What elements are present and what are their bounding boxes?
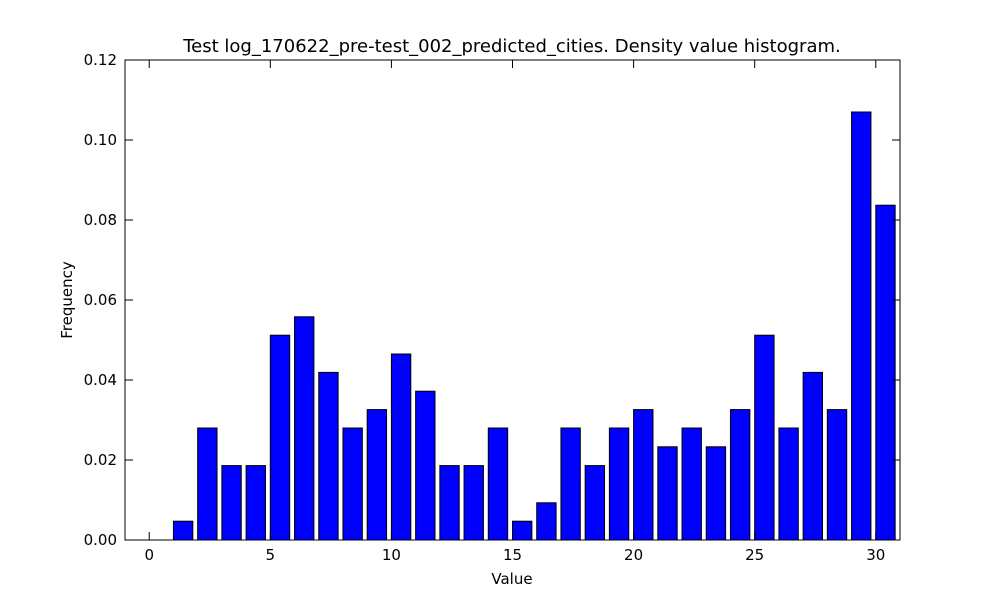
y-axis-ticks: 0.00 0.02 0.04 0.06 0.08 0.10 0.12 xyxy=(84,51,900,549)
x-axis-ticks: 0 5 10 15 20 25 30 xyxy=(144,60,885,564)
y-tick-label: 0.12 xyxy=(84,51,117,69)
bar xyxy=(633,409,654,541)
bar xyxy=(366,409,388,541)
bar xyxy=(512,520,533,541)
bar xyxy=(705,446,727,541)
bar xyxy=(439,465,460,541)
bar xyxy=(172,520,194,541)
bar xyxy=(729,409,751,541)
y-axis-label: Frequency xyxy=(58,261,76,339)
x-axis-label: Value xyxy=(491,570,532,588)
bar xyxy=(318,371,339,541)
bar xyxy=(269,334,291,541)
y-tick-label: 0.02 xyxy=(84,451,117,469)
bars-group xyxy=(172,111,896,541)
bar xyxy=(536,502,557,541)
y-tick-label: 0.00 xyxy=(84,531,117,549)
y-tick-label: 0.10 xyxy=(84,131,117,149)
x-tick-label: 20 xyxy=(624,546,643,564)
bar xyxy=(754,334,775,541)
bar xyxy=(608,427,630,541)
bar xyxy=(875,204,896,541)
x-tick-label: 15 xyxy=(503,546,522,564)
bar xyxy=(584,465,606,541)
bar xyxy=(342,427,363,541)
x-tick-label: 25 xyxy=(745,546,764,564)
bar xyxy=(197,427,218,541)
x-tick-label: 0 xyxy=(144,546,154,564)
x-tick-label: 30 xyxy=(866,546,885,564)
bar xyxy=(487,427,509,541)
bar xyxy=(463,465,484,541)
y-tick-label: 0.04 xyxy=(84,371,117,389)
x-tick-label: 5 xyxy=(266,546,276,564)
bar xyxy=(657,446,678,541)
bar xyxy=(681,427,702,541)
x-tick-label: 10 xyxy=(382,546,401,564)
bar xyxy=(826,409,848,541)
bar xyxy=(560,427,581,541)
bar xyxy=(390,353,412,541)
bar xyxy=(778,427,799,541)
y-tick-label: 0.06 xyxy=(84,291,117,309)
bar xyxy=(802,371,823,541)
y-tick-label: 0.08 xyxy=(84,211,117,229)
bar xyxy=(415,390,436,541)
chart-title: Test log_170622_pre-test_002_predicted_c… xyxy=(182,36,841,57)
bar xyxy=(294,316,315,541)
bar xyxy=(245,465,266,541)
bar xyxy=(851,111,872,541)
bar xyxy=(221,465,242,541)
